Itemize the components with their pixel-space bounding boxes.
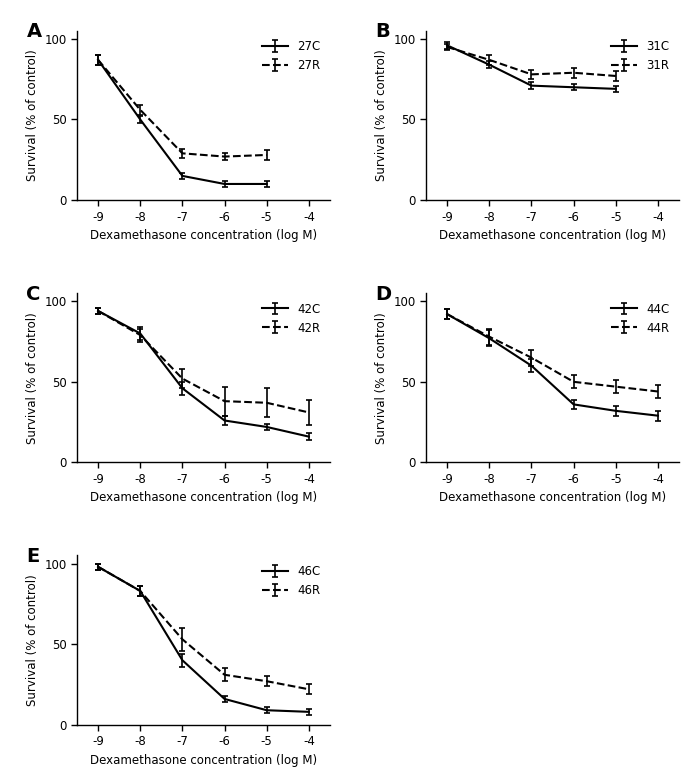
Legend: 31C, 31R: 31C, 31R	[608, 37, 673, 76]
Y-axis label: Survival (% of control): Survival (% of control)	[374, 49, 388, 181]
Legend: 44C, 44R: 44C, 44R	[608, 299, 673, 338]
Text: C: C	[27, 284, 41, 304]
X-axis label: Dexamethasone concentration (log M): Dexamethasone concentration (log M)	[90, 229, 317, 242]
Legend: 42C, 42R: 42C, 42R	[258, 299, 324, 338]
Y-axis label: Survival (% of control): Survival (% of control)	[374, 312, 388, 443]
Y-axis label: Survival (% of control): Survival (% of control)	[26, 574, 38, 706]
Text: B: B	[375, 22, 390, 42]
X-axis label: Dexamethasone concentration (log M): Dexamethasone concentration (log M)	[90, 754, 317, 766]
Legend: 46C, 46R: 46C, 46R	[258, 561, 324, 601]
X-axis label: Dexamethasone concentration (log M): Dexamethasone concentration (log M)	[439, 229, 666, 242]
Text: D: D	[375, 284, 391, 304]
Y-axis label: Survival (% of control): Survival (% of control)	[26, 49, 38, 181]
X-axis label: Dexamethasone concentration (log M): Dexamethasone concentration (log M)	[439, 491, 666, 504]
Text: A: A	[27, 22, 41, 42]
X-axis label: Dexamethasone concentration (log M): Dexamethasone concentration (log M)	[90, 491, 317, 504]
Legend: 27C, 27R: 27C, 27R	[258, 37, 324, 76]
Text: E: E	[27, 547, 40, 566]
Y-axis label: Survival (% of control): Survival (% of control)	[26, 312, 38, 443]
